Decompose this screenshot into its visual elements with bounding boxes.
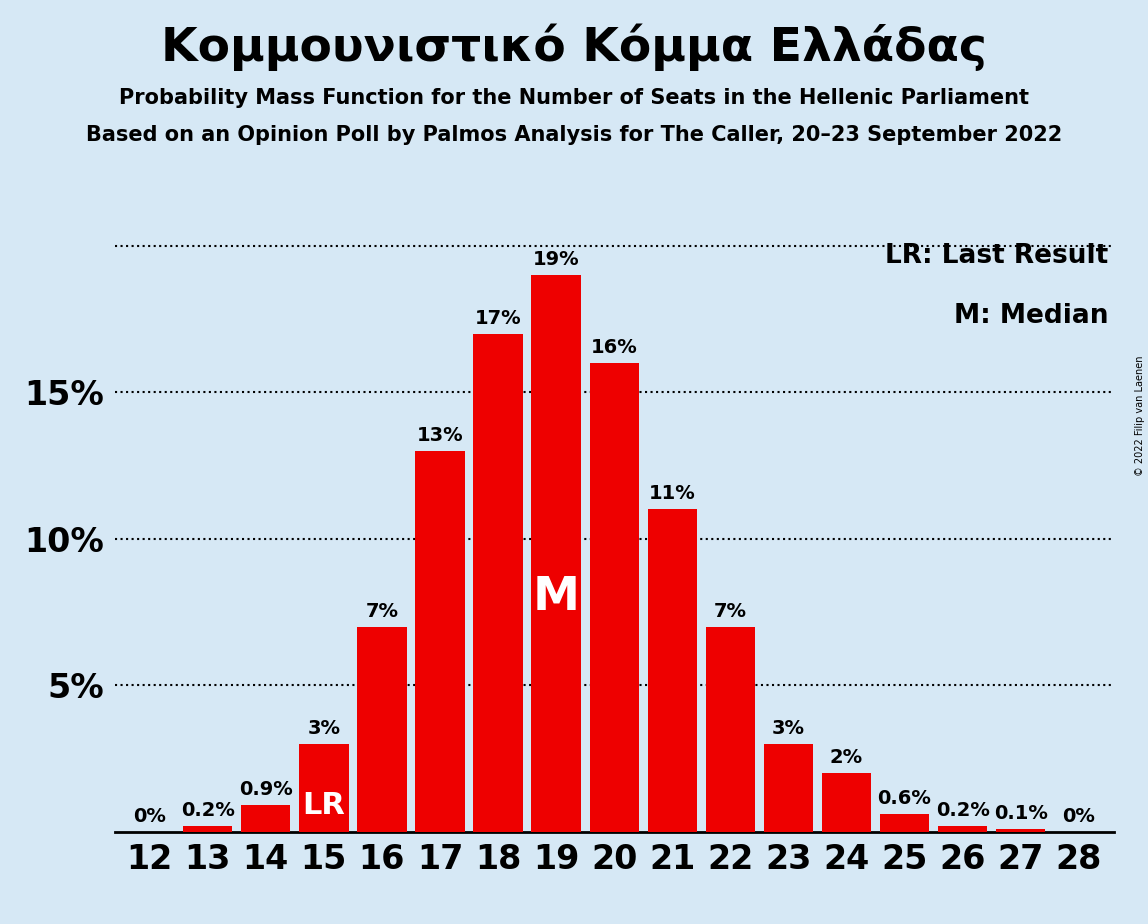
- Text: 3%: 3%: [308, 719, 340, 738]
- Text: 0.2%: 0.2%: [936, 801, 990, 820]
- Text: 0%: 0%: [133, 807, 166, 826]
- Text: 11%: 11%: [649, 484, 696, 504]
- Text: 0%: 0%: [1062, 807, 1095, 826]
- Text: © 2022 Filip van Laenen: © 2022 Filip van Laenen: [1135, 356, 1145, 476]
- Text: 0.6%: 0.6%: [877, 789, 931, 808]
- Text: Based on an Opinion Poll by Palmos Analysis for The Caller, 20–23 September 2022: Based on an Opinion Poll by Palmos Analy…: [86, 125, 1062, 145]
- Bar: [706, 626, 755, 832]
- Bar: [647, 509, 697, 832]
- Bar: [532, 275, 581, 832]
- Text: 19%: 19%: [533, 250, 580, 269]
- Text: 0.1%: 0.1%: [994, 804, 1048, 822]
- Text: 0.9%: 0.9%: [239, 781, 293, 799]
- Text: 0.2%: 0.2%: [180, 801, 234, 820]
- Text: M: M: [533, 576, 580, 620]
- Bar: [879, 814, 929, 832]
- Text: 17%: 17%: [475, 309, 521, 328]
- Text: LR: LR: [302, 791, 346, 820]
- Text: 7%: 7%: [365, 602, 398, 621]
- Bar: [938, 826, 987, 832]
- Text: LR: Last Result: LR: Last Result: [885, 243, 1109, 269]
- Text: 2%: 2%: [830, 748, 863, 767]
- Bar: [822, 773, 871, 832]
- Bar: [300, 744, 349, 832]
- Bar: [996, 829, 1046, 832]
- Bar: [183, 826, 232, 832]
- Bar: [473, 334, 522, 832]
- Bar: [590, 363, 638, 832]
- Bar: [763, 744, 813, 832]
- Bar: [416, 451, 465, 832]
- Bar: [357, 626, 406, 832]
- Text: 3%: 3%: [771, 719, 805, 738]
- Bar: [241, 805, 290, 832]
- Text: 13%: 13%: [417, 426, 464, 444]
- Text: Κομμουνιστικό Κόμμα Ελλάδας: Κομμουνιστικό Κόμμα Ελλάδας: [161, 23, 987, 70]
- Text: Probability Mass Function for the Number of Seats in the Hellenic Parliament: Probability Mass Function for the Number…: [119, 88, 1029, 108]
- Text: 16%: 16%: [591, 338, 637, 357]
- Text: 7%: 7%: [714, 602, 747, 621]
- Text: M: Median: M: Median: [954, 303, 1109, 329]
